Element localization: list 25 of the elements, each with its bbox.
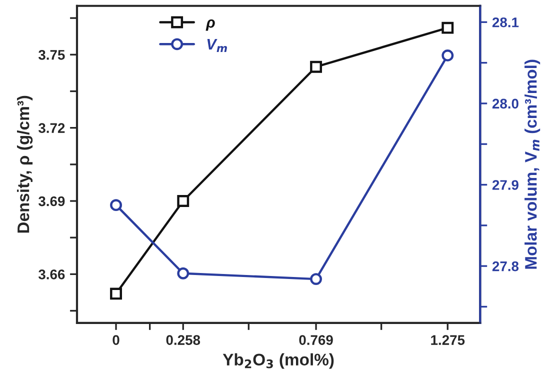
y2-tick-label: 27.9 xyxy=(492,180,518,190)
y-tick-label: 3.75 xyxy=(38,50,65,60)
x-axis-title: Yb$_{2}$O$_{3}$ (mol%) xyxy=(222,353,334,369)
x-tick-label: 0 xyxy=(112,335,120,345)
point xyxy=(310,273,322,286)
x-tick-label: 0.769 xyxy=(299,335,333,345)
x-tick-label: 1.275 xyxy=(431,335,465,345)
y2-tick-label: 27.8 xyxy=(492,261,519,272)
point xyxy=(110,288,122,300)
legend-label: ρ xyxy=(206,19,215,31)
y2-axis-title: Molar volum, V$_{m}$ (cm³/mol) xyxy=(524,60,540,269)
point xyxy=(442,49,454,62)
y-tick-label: 3.66 xyxy=(38,270,65,280)
y-tick-label: 3.72 xyxy=(38,123,65,134)
x-tick-label: 0.258 xyxy=(166,335,200,345)
point xyxy=(442,22,454,34)
point xyxy=(177,267,190,280)
y2-tick-label: 28.0 xyxy=(492,98,518,109)
point xyxy=(310,60,322,73)
point xyxy=(177,195,190,207)
y2-tick-label: 28.1 xyxy=(492,17,519,28)
legend-label: V$_{m}$ xyxy=(207,38,227,52)
y-axis-title: Density, ρ (g/cm³) xyxy=(17,96,33,233)
point xyxy=(110,199,122,212)
y-tick-label: 3.69 xyxy=(38,196,65,206)
